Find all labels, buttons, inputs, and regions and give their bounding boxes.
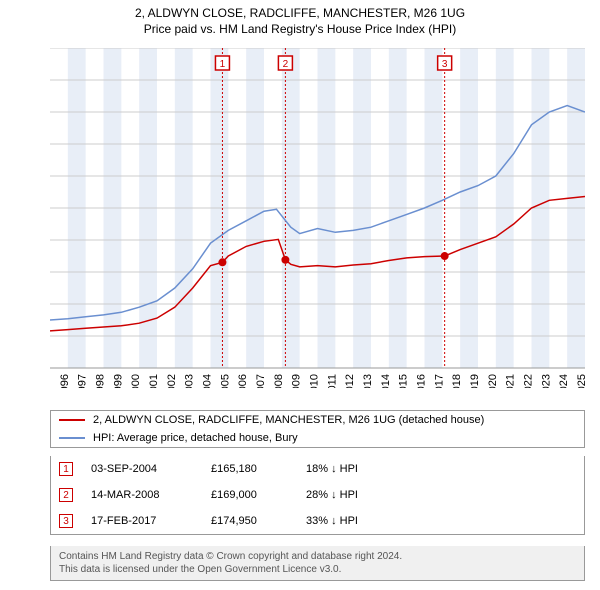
svg-text:2004: 2004 bbox=[202, 374, 214, 388]
svg-text:2014: 2014 bbox=[380, 374, 392, 388]
tx-price: £165,180 bbox=[211, 463, 306, 475]
marker-badge-icon: 3 bbox=[59, 514, 73, 528]
tx-delta: 18% ↓ HPI bbox=[306, 463, 406, 475]
svg-text:2013: 2013 bbox=[362, 374, 374, 388]
title-line2: Price paid vs. HM Land Registry's House … bbox=[0, 22, 600, 36]
svg-text:2025: 2025 bbox=[576, 374, 585, 388]
svg-text:1: 1 bbox=[220, 59, 226, 70]
tx-price: £169,000 bbox=[211, 489, 306, 501]
footer: Contains HM Land Registry data © Crown c… bbox=[50, 546, 585, 581]
legend-row: 2, ALDWYN CLOSE, RADCLIFFE, MANCHESTER, … bbox=[51, 411, 584, 429]
marker-badge-icon: 2 bbox=[59, 488, 73, 502]
table-row: 1 03-SEP-2004 £165,180 18% ↓ HPI bbox=[51, 456, 584, 482]
tx-delta: 33% ↓ HPI bbox=[306, 515, 406, 527]
svg-text:2021: 2021 bbox=[505, 374, 517, 388]
legend-label: HPI: Average price, detached house, Bury bbox=[93, 432, 298, 444]
tx-delta: 28% ↓ HPI bbox=[306, 489, 406, 501]
svg-text:2: 2 bbox=[283, 59, 289, 70]
svg-text:2003: 2003 bbox=[184, 374, 196, 388]
footer-line2: This data is licensed under the Open Gov… bbox=[59, 563, 576, 576]
svg-text:2018: 2018 bbox=[451, 374, 463, 388]
svg-text:2001: 2001 bbox=[148, 374, 160, 388]
footer-line1: Contains HM Land Registry data © Crown c… bbox=[59, 550, 576, 563]
svg-text:1995: 1995 bbox=[50, 374, 53, 388]
svg-text:1999: 1999 bbox=[112, 374, 124, 388]
svg-text:2006: 2006 bbox=[237, 374, 249, 388]
svg-text:2024: 2024 bbox=[558, 374, 570, 388]
svg-text:2022: 2022 bbox=[523, 374, 535, 388]
svg-text:2011: 2011 bbox=[326, 374, 338, 388]
svg-text:3: 3 bbox=[442, 59, 448, 70]
svg-text:2002: 2002 bbox=[166, 374, 178, 388]
legend-swatch-icon bbox=[59, 437, 85, 439]
svg-text:2023: 2023 bbox=[540, 374, 552, 388]
svg-text:1998: 1998 bbox=[95, 374, 107, 388]
legend-label: 2, ALDWYN CLOSE, RADCLIFFE, MANCHESTER, … bbox=[93, 414, 484, 426]
svg-text:2010: 2010 bbox=[309, 374, 321, 388]
tx-price: £174,950 bbox=[211, 515, 306, 527]
svg-text:2008: 2008 bbox=[273, 374, 285, 388]
tx-date: 03-SEP-2004 bbox=[91, 463, 211, 475]
svg-text:2016: 2016 bbox=[416, 374, 428, 388]
svg-text:1997: 1997 bbox=[77, 374, 89, 388]
svg-text:2000: 2000 bbox=[130, 374, 142, 388]
transactions-table: 1 03-SEP-2004 £165,180 18% ↓ HPI 2 14-MA… bbox=[50, 456, 585, 535]
tx-date: 17-FEB-2017 bbox=[91, 515, 211, 527]
chart-svg: £0£50K£100K£150K£200K£250K£300K£350K£400… bbox=[50, 48, 585, 388]
svg-text:2005: 2005 bbox=[219, 374, 231, 388]
svg-text:2007: 2007 bbox=[255, 374, 267, 388]
svg-text:2020: 2020 bbox=[487, 374, 499, 388]
title-line1: 2, ALDWYN CLOSE, RADCLIFFE, MANCHESTER, … bbox=[0, 6, 600, 20]
legend-row: HPI: Average price, detached house, Bury bbox=[51, 429, 584, 447]
chart-title: 2, ALDWYN CLOSE, RADCLIFFE, MANCHESTER, … bbox=[0, 0, 600, 36]
marker-badge-icon: 1 bbox=[59, 462, 73, 476]
legend-swatch-icon bbox=[59, 419, 85, 421]
tx-date: 14-MAR-2008 bbox=[91, 489, 211, 501]
table-row: 2 14-MAR-2008 £169,000 28% ↓ HPI bbox=[51, 482, 584, 508]
svg-text:2009: 2009 bbox=[291, 374, 303, 388]
svg-text:2012: 2012 bbox=[344, 374, 356, 388]
legend: 2, ALDWYN CLOSE, RADCLIFFE, MANCHESTER, … bbox=[50, 410, 585, 448]
chart: £0£50K£100K£150K£200K£250K£300K£350K£400… bbox=[50, 48, 585, 388]
table-row: 3 17-FEB-2017 £174,950 33% ↓ HPI bbox=[51, 508, 584, 534]
svg-text:2019: 2019 bbox=[469, 374, 481, 388]
svg-text:2015: 2015 bbox=[398, 374, 410, 388]
svg-text:2017: 2017 bbox=[433, 374, 445, 388]
svg-text:1996: 1996 bbox=[59, 374, 71, 388]
